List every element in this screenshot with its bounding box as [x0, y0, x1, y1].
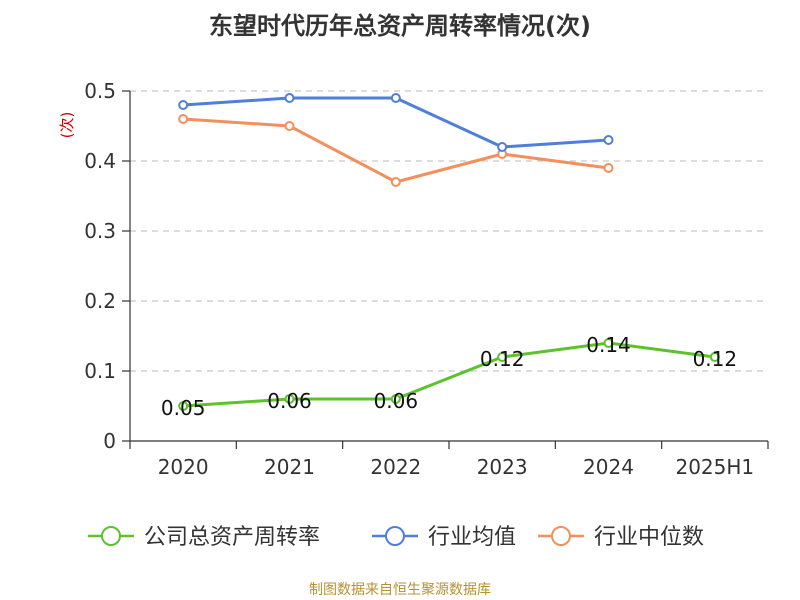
legend-label: 公司总资产周转率 [144, 525, 320, 550]
y-tick-label: 0.3 [84, 219, 116, 243]
x-tick-label: 2020 [158, 455, 209, 479]
y-tick-label: 0.2 [84, 289, 116, 313]
data-point [390, 394, 401, 404]
legend-marker [551, 526, 571, 546]
x-tick-label: 2023 [477, 455, 528, 479]
y-tick-label: 0.5 [84, 79, 116, 103]
data-point [284, 121, 295, 131]
legend-marker [385, 526, 405, 546]
data-point [178, 401, 189, 411]
legend-marker [101, 526, 121, 546]
x-tick-label: 2022 [370, 455, 421, 479]
data-label: 0.12 [693, 347, 738, 371]
data-point [178, 100, 189, 110]
data-point [497, 352, 508, 362]
data-point [390, 93, 401, 103]
data-point [178, 114, 189, 124]
data-point [284, 93, 295, 103]
y-tick-label: 0.4 [84, 149, 116, 173]
data-point [284, 394, 295, 404]
data-label: 0.14 [586, 333, 631, 357]
y-axis-label: (次) [58, 112, 76, 139]
legend-label: 行业中位数 [594, 525, 704, 550]
data-point [603, 163, 614, 173]
data-point [603, 135, 614, 145]
x-tick-label: 2024 [583, 455, 634, 479]
y-tick-label: 0 [103, 429, 116, 453]
data-label: 0.06 [267, 389, 312, 413]
y-tick-label: 0.1 [84, 359, 116, 383]
source-note: 制图数据来自恒生聚源数据库 [309, 582, 491, 598]
series-line [183, 341, 716, 408]
data-label: 0.06 [374, 389, 419, 413]
data-point [603, 338, 614, 348]
x-tick-label: 2021 [264, 455, 315, 479]
chart-title: 东望时代历年总资产周转率情况(次) [209, 12, 591, 40]
data-point [390, 177, 401, 187]
data-point [497, 142, 508, 152]
x-tick-label: 2025H1 [675, 455, 754, 479]
legend-label: 行业均值 [428, 525, 516, 550]
data-label: 0.05 [161, 396, 206, 420]
series-line [183, 117, 609, 184]
data-label: 0.12 [480, 347, 525, 371]
data-point [709, 352, 720, 362]
